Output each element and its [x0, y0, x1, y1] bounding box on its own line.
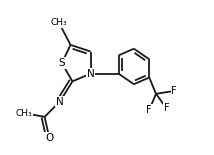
Text: F: F	[146, 105, 152, 115]
Text: CH₃: CH₃	[16, 108, 32, 117]
Text: O: O	[45, 133, 54, 143]
Text: N: N	[87, 69, 95, 79]
Text: F: F	[171, 86, 177, 96]
Text: S: S	[59, 58, 65, 68]
Text: F: F	[164, 103, 169, 113]
Text: N: N	[56, 97, 64, 106]
Text: CH₃: CH₃	[51, 18, 67, 27]
